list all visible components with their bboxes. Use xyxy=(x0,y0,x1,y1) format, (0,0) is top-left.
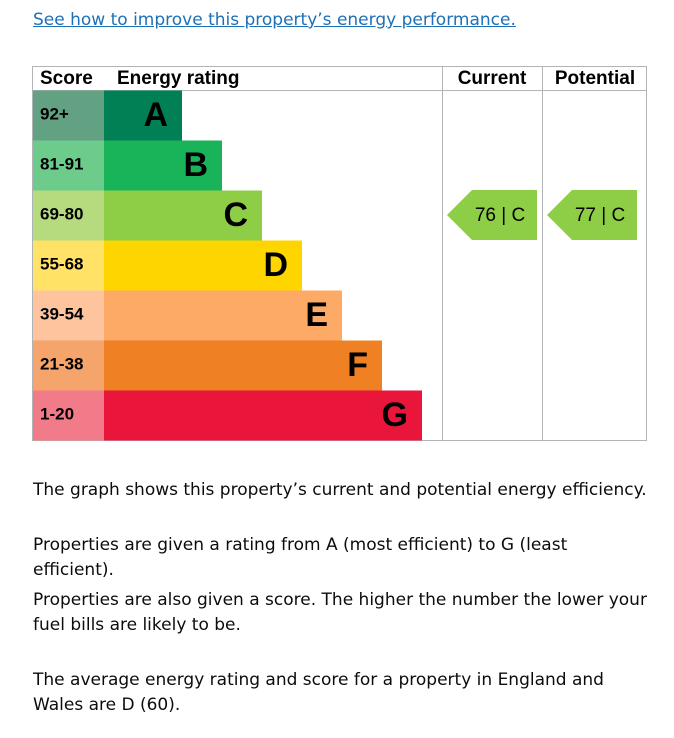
score-label: 39-54 xyxy=(40,304,84,323)
rating-letter: G xyxy=(382,396,408,434)
rating-bar xyxy=(104,90,182,141)
score-label: 1-20 xyxy=(40,404,74,423)
energy-rating-chart: Score Energy rating Current Potential 92… xyxy=(32,66,647,441)
rating-letter: B xyxy=(183,146,208,184)
potential-arrow xyxy=(547,190,637,240)
score-cell xyxy=(33,90,104,141)
header-potential: Potential xyxy=(555,68,635,89)
score-cell xyxy=(33,390,104,441)
score-label: 92+ xyxy=(40,104,69,123)
header-current: Current xyxy=(458,68,527,89)
rating-letter: F xyxy=(347,346,368,384)
rating-bar xyxy=(104,240,302,291)
rating-letter: E xyxy=(305,296,328,334)
score-cell xyxy=(33,140,104,191)
score-cell xyxy=(33,340,104,391)
rating-letter: A xyxy=(143,96,168,134)
paragraph: Properties are given a rating from A (mo… xyxy=(33,535,568,580)
rating-bar xyxy=(104,290,342,341)
current-label: 76 | C xyxy=(475,205,525,226)
rating-bar xyxy=(104,140,222,191)
score-label: 55-68 xyxy=(40,254,83,273)
score-label: 81-91 xyxy=(40,154,83,173)
rating-letter: C xyxy=(223,196,248,234)
score-label: 21-38 xyxy=(40,354,83,373)
rating-bar xyxy=(104,390,422,441)
rating-bar xyxy=(104,190,262,241)
paragraph: The average energy rating and score for … xyxy=(33,670,604,715)
rating-letter: D xyxy=(263,246,288,284)
header-rating: Energy rating xyxy=(117,68,239,89)
potential-label: 77 | C xyxy=(575,205,625,226)
paragraph: The graph shows this property’s current … xyxy=(33,480,647,500)
improve-link[interactable]: See how to improve this property’s energ… xyxy=(33,10,516,30)
score-cell xyxy=(33,240,104,291)
score-cell xyxy=(33,290,104,341)
rating-bar xyxy=(104,340,382,391)
score-label: 69-80 xyxy=(40,204,83,223)
score-cell xyxy=(33,190,104,241)
header-score: Score xyxy=(40,68,93,89)
paragraph: Properties are also given a score. The h… xyxy=(33,590,647,635)
current-arrow xyxy=(447,190,537,240)
